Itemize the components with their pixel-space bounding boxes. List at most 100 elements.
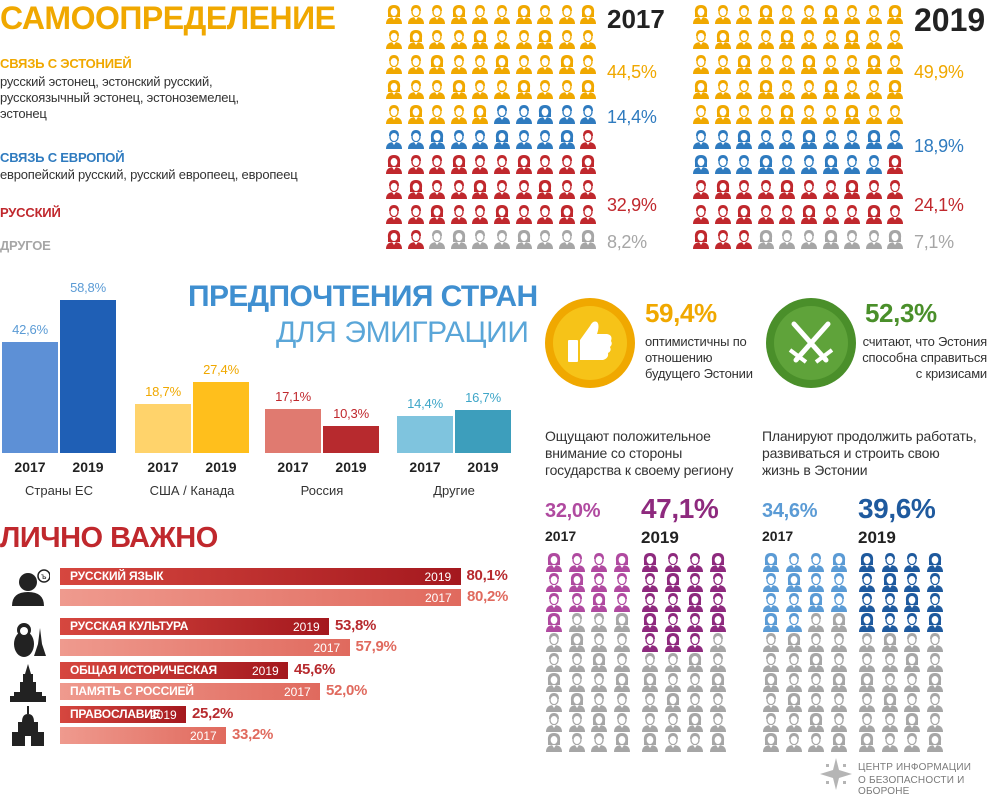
person-icon xyxy=(709,612,727,632)
important-bar-year: 2017 xyxy=(425,591,452,605)
person-icon xyxy=(843,29,861,49)
person-icon xyxy=(926,672,944,692)
person-icon xyxy=(903,572,921,592)
person-icon xyxy=(686,712,704,732)
person-icon xyxy=(613,632,631,652)
person-icon xyxy=(926,732,944,752)
important-bar-year: 2019 xyxy=(293,620,320,634)
person-icon xyxy=(590,732,608,752)
person-icon xyxy=(664,592,682,612)
person-icon xyxy=(709,592,727,612)
person-icon xyxy=(709,692,727,712)
person-icon xyxy=(590,592,608,612)
emigration-bar-value: 16,7% xyxy=(465,389,501,405)
important-bar-value: 53,8% xyxy=(335,617,377,634)
person-icon xyxy=(568,692,586,712)
person-icon xyxy=(903,732,921,752)
person-icon xyxy=(709,632,727,652)
emigration-bar-value: 42,6% xyxy=(12,322,48,338)
plan-to-stay-2019-value: 39,6% xyxy=(858,493,936,524)
self-id-group-estonia-detail: русский эстонец, эстонский русский, русс… xyxy=(0,74,239,121)
person-icon xyxy=(881,572,899,592)
person-icon xyxy=(757,229,775,249)
person-icon xyxy=(757,129,775,149)
person-icon xyxy=(881,652,899,672)
person-icon xyxy=(830,672,848,692)
person-icon xyxy=(515,104,533,124)
person-icon xyxy=(450,204,468,224)
person-icon xyxy=(757,204,775,224)
person-icon xyxy=(714,79,732,99)
crisis-text: считают, что Эстония способна справиться… xyxy=(862,334,987,381)
person-icon xyxy=(886,154,904,174)
person-icon xyxy=(714,4,732,24)
person-icon xyxy=(865,29,883,49)
person-icon xyxy=(762,732,780,752)
person-icon xyxy=(545,552,563,572)
person-icon xyxy=(590,572,608,592)
person-icon xyxy=(735,179,753,199)
person-icon xyxy=(407,129,425,149)
emigration-bar-value: 10,3% xyxy=(333,406,369,422)
person-icon xyxy=(692,29,710,49)
person-icon xyxy=(692,79,710,99)
person-icon xyxy=(692,104,710,124)
important-bar xyxy=(60,589,461,606)
person-icon xyxy=(843,129,861,149)
person-icon xyxy=(664,692,682,712)
person-icon xyxy=(886,204,904,224)
person-icon xyxy=(785,732,803,752)
person-icon xyxy=(558,104,576,124)
person-icon xyxy=(822,79,840,99)
crisis-circle xyxy=(766,298,856,388)
person-icon xyxy=(692,229,710,249)
person-icon xyxy=(686,632,704,652)
emigration-bar xyxy=(135,404,191,453)
person-icon xyxy=(822,104,840,124)
emigration-bar-chart: 42,6% 2017 58,8% 2019 Страны ЕС 18,7% 2017 27,4… xyxy=(0,270,520,510)
emigration-bar xyxy=(265,408,321,453)
person-icon xyxy=(735,79,753,99)
people-grid-2017 xyxy=(385,4,601,254)
person-icon xyxy=(407,54,425,74)
person-icon xyxy=(407,229,425,249)
important-bar-value: 80,1% xyxy=(466,567,508,584)
person-icon xyxy=(822,229,840,249)
person-icon xyxy=(493,129,511,149)
person-icon xyxy=(886,104,904,124)
person-icon xyxy=(536,4,554,24)
person-icon xyxy=(830,572,848,592)
person-icon xyxy=(536,79,554,99)
person-icon xyxy=(762,632,780,652)
person-icon xyxy=(641,692,659,712)
person-icon xyxy=(714,229,732,249)
person-icon xyxy=(471,54,489,74)
person-icon xyxy=(515,129,533,149)
person-icon xyxy=(579,204,597,224)
person-icon xyxy=(664,672,682,692)
thumbs-up-icon xyxy=(568,321,612,362)
crossed-swords-icon xyxy=(788,321,834,364)
important-bar-value: 45,6% xyxy=(294,661,336,678)
person-icon xyxy=(493,104,511,124)
person-icon xyxy=(757,79,775,99)
person-icon xyxy=(757,154,775,174)
person-icon xyxy=(903,612,921,632)
person-icon xyxy=(686,652,704,672)
person-icon xyxy=(800,104,818,124)
person-icon xyxy=(558,179,576,199)
emigration-bar-value: 58,8% xyxy=(70,280,106,296)
person-icon xyxy=(926,712,944,732)
person-icon xyxy=(385,179,403,199)
person-icon xyxy=(785,692,803,712)
plan-to-stay-2019-people xyxy=(858,552,948,752)
person-icon xyxy=(757,179,775,199)
person-icon xyxy=(800,129,818,149)
person-icon xyxy=(558,154,576,174)
person-icon xyxy=(686,552,704,572)
pct-2019-russian: 24,1% xyxy=(914,195,964,215)
person-icon xyxy=(613,692,631,712)
important-bar-value: 33,2% xyxy=(232,726,274,743)
person-icon xyxy=(778,54,796,74)
person-icon xyxy=(450,229,468,249)
